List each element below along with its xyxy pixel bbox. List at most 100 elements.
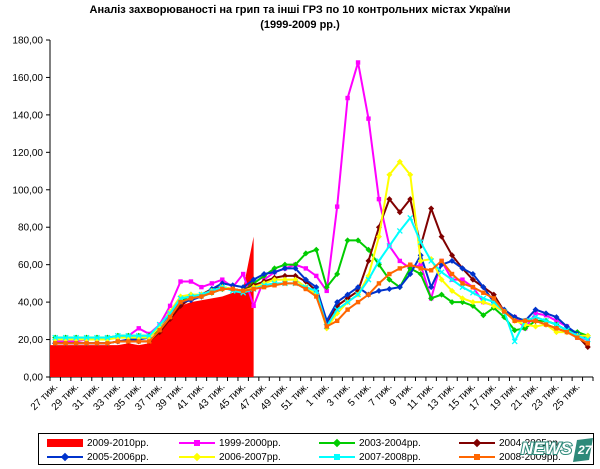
- data-point: [126, 339, 131, 344]
- data-point: [63, 341, 68, 346]
- data-point-stroke: [62, 334, 69, 341]
- data-point-stroke: [52, 334, 59, 341]
- data-point: [240, 284, 247, 291]
- data-point: [52, 334, 59, 341]
- data-point: [251, 286, 256, 292]
- data-point: [469, 299, 476, 306]
- legend-swatch: [47, 439, 83, 447]
- news-watermark-logo: NEWS 27: [520, 436, 595, 464]
- legend-marker: [472, 438, 482, 448]
- data-point-stroke: [449, 276, 455, 283]
- data-point: [115, 339, 121, 344]
- data-point-stroke: [386, 242, 393, 249]
- data-point: [417, 271, 424, 278]
- data-point: [105, 341, 110, 346]
- chart-title-line: Аналіз захворюваності на грип та інші ГР…: [89, 4, 511, 16]
- legend-marker: [194, 440, 200, 446]
- data-point: [281, 265, 288, 272]
- data-point-stroke: [114, 332, 121, 339]
- data-point: [502, 309, 507, 314]
- data-point-stroke: [156, 321, 163, 328]
- y-tick-label: 100,00: [12, 185, 43, 196]
- data-point: [83, 334, 90, 341]
- data-point: [73, 334, 80, 341]
- legend-label: 2007-2008рр.: [359, 452, 421, 463]
- data-point: [334, 204, 340, 209]
- data-point: [365, 276, 372, 283]
- data-point: [584, 344, 591, 351]
- data-point: [469, 289, 476, 296]
- data-point: [532, 323, 539, 330]
- data-point: [533, 318, 538, 324]
- data-point: [114, 332, 121, 339]
- data-point: [136, 339, 141, 344]
- line-series-group: [52, 60, 591, 351]
- legend-marker: [334, 454, 340, 460]
- data-point: [459, 265, 466, 272]
- data-point: [522, 318, 528, 324]
- data-point: [564, 329, 570, 335]
- data-point: [188, 279, 194, 284]
- data-point: [230, 286, 235, 292]
- data-point: [251, 303, 256, 309]
- data-point-stroke: [344, 299, 351, 306]
- data-point: [94, 341, 100, 346]
- data-point: [199, 284, 204, 290]
- data-point-stroke: [135, 332, 142, 339]
- data-point: [533, 311, 538, 316]
- data-point: [376, 196, 382, 202]
- data-point: [417, 239, 424, 246]
- data-point: [281, 272, 288, 279]
- data-point: [438, 233, 445, 240]
- data-point-stroke: [365, 276, 372, 283]
- legend-label: 2009-2010рр.: [87, 438, 149, 449]
- data-point: [449, 271, 455, 277]
- data-point: [62, 334, 69, 341]
- data-point: [136, 326, 141, 331]
- data-point-stroke: [334, 306, 341, 313]
- data-point: [543, 310, 550, 317]
- data-point: [418, 262, 423, 267]
- data-point: [355, 284, 362, 291]
- series-line: [55, 259, 589, 345]
- data-point: [324, 288, 329, 294]
- data-point: [490, 291, 497, 298]
- data-point: [438, 269, 445, 276]
- data-point: [449, 252, 456, 259]
- legend-swatch: [459, 438, 495, 448]
- data-point-stroke: [125, 332, 132, 339]
- data-point-stroke: [396, 228, 403, 234]
- series-2008-2009рр.: [53, 258, 590, 346]
- data-point: [480, 312, 487, 319]
- data-point-stroke: [480, 295, 487, 302]
- legend-label: 2004-2005рр.: [499, 438, 561, 449]
- data-point: [428, 257, 435, 264]
- data-point: [449, 299, 456, 306]
- data-point: [73, 341, 79, 346]
- legend-marker: [192, 452, 202, 462]
- data-point: [282, 281, 288, 286]
- data-point: [460, 281, 465, 286]
- data-point: [303, 286, 309, 292]
- data-point: [240, 271, 246, 277]
- data-point: [292, 261, 299, 268]
- data-point: [407, 214, 414, 221]
- data-point: [167, 314, 173, 320]
- data-point: [271, 265, 278, 272]
- data-point: [418, 266, 423, 271]
- data-point: [553, 329, 560, 336]
- data-point-stroke: [417, 239, 424, 246]
- data-point-stroke: [438, 269, 445, 276]
- data-point-stroke: [313, 287, 320, 294]
- data-point: [84, 341, 89, 346]
- data-point: [459, 299, 466, 306]
- data-point-stroke: [73, 334, 80, 341]
- data-point: [397, 258, 403, 264]
- legend-swatch: [47, 452, 83, 462]
- data-point-stroke: [355, 291, 362, 298]
- data-point: [511, 327, 518, 334]
- data-point: [188, 296, 194, 301]
- data-point: [459, 295, 466, 302]
- data-point: [386, 286, 393, 293]
